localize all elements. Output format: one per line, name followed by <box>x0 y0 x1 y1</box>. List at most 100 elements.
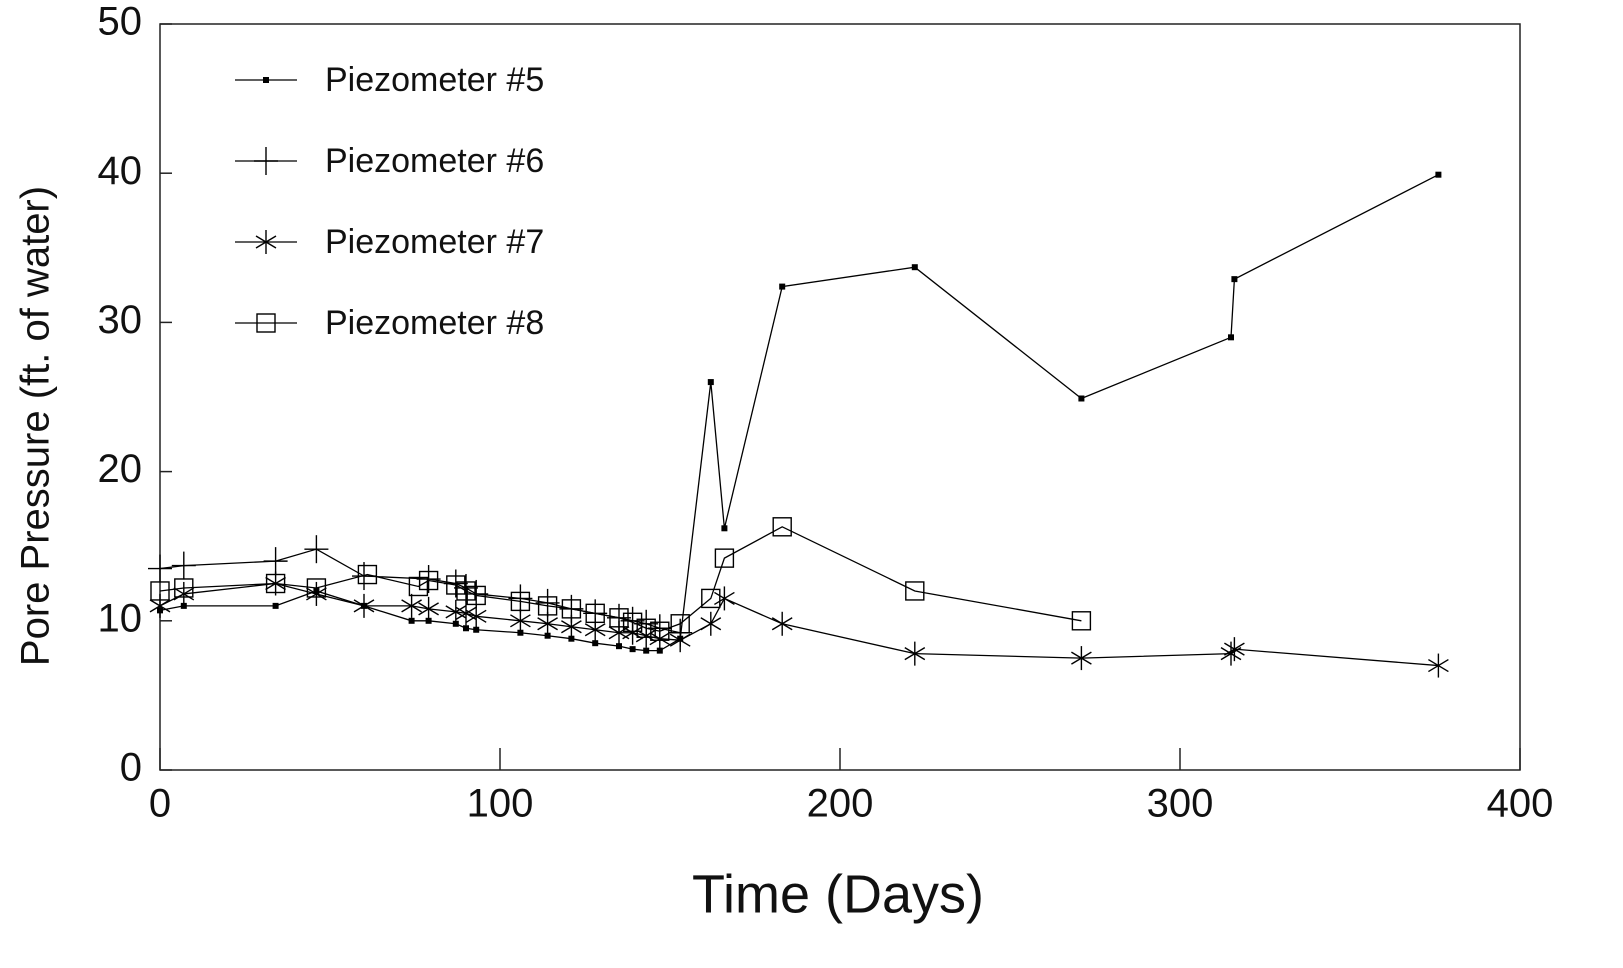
marker <box>263 547 288 576</box>
plot-frame <box>159 23 1521 771</box>
marker-shape <box>622 626 643 640</box>
marker <box>255 230 277 254</box>
marker <box>254 147 278 175</box>
marker <box>465 604 487 629</box>
marker <box>408 576 429 597</box>
marker-shape <box>609 608 629 628</box>
marker <box>418 570 439 591</box>
marker-shape <box>455 606 477 620</box>
marker <box>561 599 582 619</box>
marker-shape <box>721 525 728 532</box>
marker-shape <box>456 581 476 601</box>
x-axis-label: Time (Days) <box>692 864 984 924</box>
marker-shape <box>510 614 531 628</box>
y-axis-label: Pore Pressure (ft. of water) <box>14 186 58 666</box>
x-tick-label: 400 <box>1487 782 1554 826</box>
marker <box>1231 276 1238 283</box>
marker-shape <box>622 612 643 632</box>
marker <box>265 573 286 594</box>
marker <box>561 614 582 639</box>
y-tick-label: 50 <box>98 0 143 44</box>
marker-shape <box>649 632 671 646</box>
marker <box>714 586 735 611</box>
x-tick-label: 0 <box>149 782 171 826</box>
marker-shape <box>669 633 691 647</box>
marker <box>1078 395 1085 402</box>
marker-shape <box>265 573 286 594</box>
marker-shape <box>150 581 170 601</box>
marker <box>408 617 415 624</box>
marker-shape <box>537 596 558 616</box>
marker-shape <box>561 599 582 619</box>
marker-shape <box>1071 611 1092 631</box>
legend-label: Piezometer #7 <box>325 223 544 261</box>
marker <box>174 578 194 598</box>
marker-shape <box>636 618 656 638</box>
marker <box>466 585 486 606</box>
marker <box>510 608 531 633</box>
marker <box>464 579 489 608</box>
marker <box>306 578 327 598</box>
marker-shape <box>629 646 636 653</box>
marker-shape <box>905 581 925 601</box>
marker-shape <box>306 587 327 601</box>
marker <box>1071 646 1092 671</box>
marker-shape <box>1428 658 1449 673</box>
marker <box>714 548 735 568</box>
marker-shape <box>408 576 429 597</box>
marker-shape <box>173 587 195 601</box>
marker <box>256 313 276 333</box>
marker <box>1428 653 1449 678</box>
marker <box>416 565 441 594</box>
marker <box>463 625 469 632</box>
marker-shape <box>643 647 650 654</box>
marker <box>446 575 466 595</box>
marker-shape <box>670 614 690 634</box>
marker <box>508 584 533 613</box>
marker-shape <box>904 647 926 661</box>
marker-shape <box>463 625 469 632</box>
legend-item: Piezometer #6 <box>235 142 544 180</box>
marker <box>911 264 918 271</box>
marker-shape <box>174 578 194 598</box>
marker-shape <box>473 626 480 633</box>
marker <box>584 617 606 642</box>
marker-shape <box>537 617 558 631</box>
marker <box>357 564 378 585</box>
marker-shape <box>1071 651 1092 665</box>
marker <box>1228 334 1234 341</box>
marker-shape <box>353 599 375 613</box>
marker-shape <box>772 517 792 537</box>
marker-shape <box>446 575 466 595</box>
x-tick-label: 100 <box>467 782 534 826</box>
marker-shape <box>650 621 670 641</box>
marker <box>707 379 714 386</box>
series-line <box>159 526 1082 632</box>
marker <box>701 588 721 609</box>
marker-shape <box>418 570 439 591</box>
y-tick-label: 30 <box>98 298 143 342</box>
marker <box>418 596 439 621</box>
marker-shape <box>357 564 378 585</box>
marker <box>609 608 629 628</box>
marker-shape <box>1228 334 1234 341</box>
marker <box>263 77 269 83</box>
marker <box>1435 171 1442 178</box>
marker-shape <box>510 591 531 612</box>
legend-item: Piezometer #7 <box>235 223 544 261</box>
marker <box>1224 637 1245 662</box>
marker <box>650 621 670 641</box>
marker <box>772 517 792 537</box>
y-tick-label: 0 <box>120 746 142 790</box>
marker <box>401 593 422 618</box>
marker <box>510 591 531 612</box>
marker-shape <box>445 605 467 619</box>
marker-shape <box>263 77 269 83</box>
marker <box>635 623 657 648</box>
marker <box>616 643 622 650</box>
marker-shape <box>255 235 277 249</box>
y-tick-label: 40 <box>98 149 143 193</box>
marker <box>904 641 926 666</box>
